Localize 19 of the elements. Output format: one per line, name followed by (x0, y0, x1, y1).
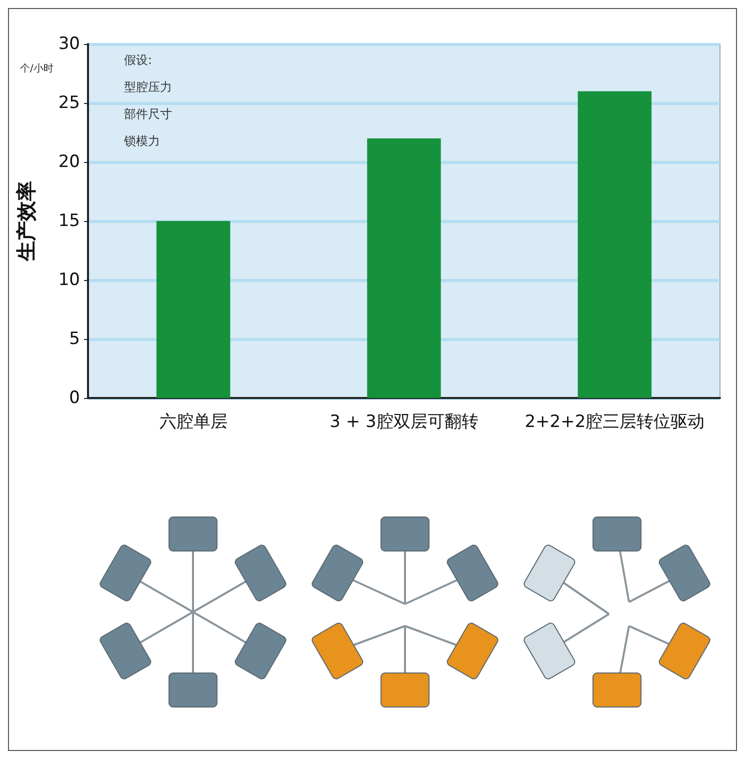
annotation: 型腔压力 (124, 80, 172, 94)
x-tick-label: 2+2+2腔三层转位驱动 (524, 412, 705, 432)
y-tick-label: 5 (69, 329, 80, 349)
y-tick-label: 10 (58, 270, 80, 290)
annotation: 假设: (124, 53, 152, 67)
y-tick-label: 25 (58, 93, 80, 113)
text: 个/小时 (20, 62, 54, 74)
y-tick-label: 30 (58, 34, 80, 54)
bar (578, 91, 652, 398)
annotation: 锁模力 (123, 134, 160, 148)
x-tick-label: 3 + 3腔双层可翻转 (330, 412, 478, 432)
y-axis-title: 生产效率 (14, 181, 38, 262)
bar (156, 221, 230, 398)
annotation: 部件尺寸 (124, 107, 172, 121)
x-tick-label: 六腔单层 (159, 412, 228, 432)
y-tick-label: 15 (58, 211, 80, 231)
y-tick-label: 20 (58, 152, 80, 172)
y-tick-label: 0 (69, 388, 80, 408)
bar (367, 138, 441, 398)
